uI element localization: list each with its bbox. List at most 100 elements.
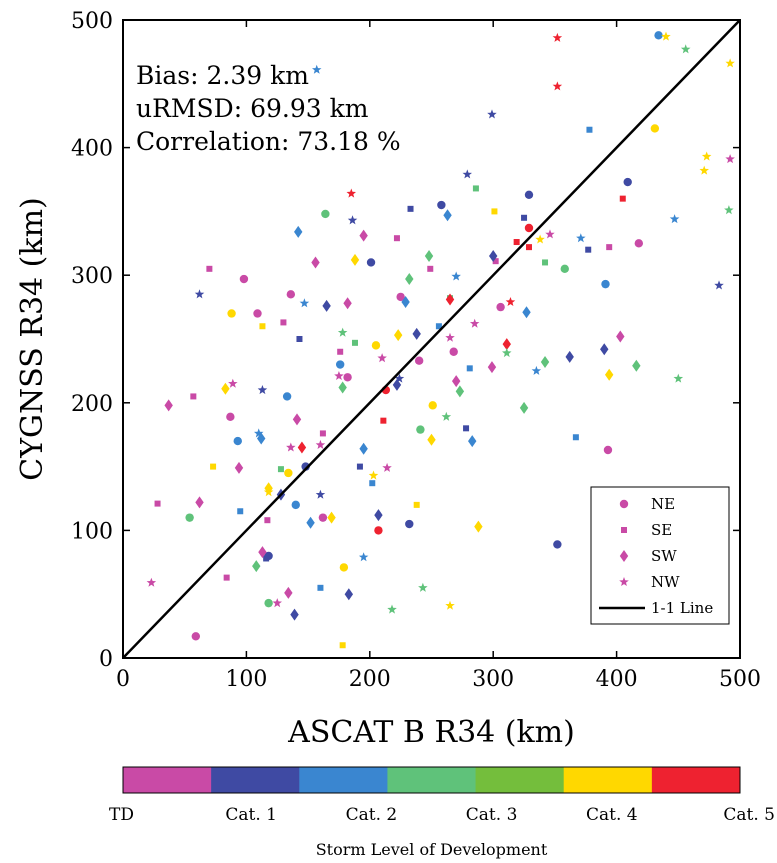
data-point-sw-cat4 bbox=[427, 433, 436, 446]
legend-items: NE SE SW NW 1-1 Line bbox=[599, 495, 713, 617]
data-point-sw-td bbox=[195, 496, 204, 509]
data-point-nw-td bbox=[382, 462, 392, 472]
data-point-ne-cat5 bbox=[374, 526, 383, 535]
data-point-se-td bbox=[427, 265, 434, 272]
data-point-nw-cat3 bbox=[673, 373, 684, 383]
data-point-ne-td bbox=[343, 373, 352, 382]
data-point-ne-cat4 bbox=[371, 341, 381, 350]
x-tick-label: 100 bbox=[225, 667, 267, 692]
data-point-sw-cat3 bbox=[632, 359, 641, 372]
data-point-ne-td bbox=[253, 309, 262, 318]
x-axis-title: ASCAT B R34 (km) bbox=[287, 715, 575, 750]
data-point-sw-td bbox=[451, 375, 461, 388]
data-point-se-td bbox=[606, 244, 613, 251]
data-point-ne-cat4 bbox=[650, 124, 660, 133]
data-point-sw-cat1 bbox=[374, 509, 383, 522]
y-tick-label: 300 bbox=[71, 264, 113, 289]
data-point-ne-cat4 bbox=[284, 468, 293, 478]
data-point-nw-td bbox=[725, 154, 735, 164]
colorbar-labels: TD Cat. 1 Cat. 2 Cat. 3 Cat. 4 Cat. 5 bbox=[109, 805, 775, 825]
data-point-se-cat4 bbox=[210, 463, 217, 470]
colorbar-label: Cat. 3 bbox=[466, 805, 518, 825]
data-point-nw-cat1 bbox=[347, 215, 358, 225]
data-point-nw-td bbox=[315, 439, 326, 449]
data-point-sw-cat3 bbox=[405, 273, 414, 286]
data-point-nw-cat3 bbox=[441, 411, 452, 421]
data-point-se-td bbox=[154, 500, 161, 507]
legend-marker-sw bbox=[619, 550, 629, 562]
data-point-sw-td bbox=[359, 229, 368, 242]
colorbar-label: Cat. 4 bbox=[586, 805, 638, 825]
data-point-sw-td bbox=[234, 461, 244, 474]
legend-label: NW bbox=[651, 573, 680, 591]
correlation-stat: Correlation: 73.18 % bbox=[136, 127, 401, 156]
data-point-nw-td bbox=[286, 442, 296, 452]
data-point-nw-cat3 bbox=[502, 348, 512, 358]
data-point-sw-td bbox=[284, 586, 293, 599]
data-point-sw-cat4 bbox=[474, 520, 483, 533]
data-point-nw-td bbox=[469, 318, 480, 328]
data-point-sw-cat2 bbox=[306, 516, 315, 529]
data-point-nw-cat4 bbox=[368, 470, 379, 480]
urmsd-stat: uRMSD: 69.93 km bbox=[136, 94, 369, 123]
y-tick-label: 100 bbox=[71, 519, 113, 544]
data-point-sw-cat1 bbox=[344, 588, 354, 601]
y-axis-title: CYGNSS R34 (km) bbox=[15, 197, 50, 480]
colorbar-segment bbox=[387, 767, 477, 793]
data-point-se-cat2 bbox=[237, 508, 244, 515]
data-point-nw-cat5 bbox=[552, 32, 563, 42]
data-point-ne-cat2 bbox=[601, 279, 610, 289]
legend-label: NE bbox=[651, 495, 675, 513]
data-point-nw-cat3 bbox=[680, 44, 691, 54]
legend: NE SE SW NW 1-1 Line bbox=[590, 486, 730, 625]
legend-marker-nw bbox=[619, 577, 629, 586]
data-points-layer bbox=[146, 31, 735, 649]
data-point-nw-cat1 bbox=[194, 289, 205, 299]
data-point-nw-td bbox=[445, 332, 455, 342]
data-point-ne-cat3 bbox=[560, 264, 569, 274]
data-point-ne-cat2 bbox=[335, 360, 345, 369]
data-point-ne-td bbox=[286, 290, 296, 299]
x-tick-label: 400 bbox=[596, 667, 638, 692]
data-point-sw-cat4 bbox=[221, 382, 230, 395]
data-point-se-td bbox=[337, 348, 344, 355]
data-point-se-cat1 bbox=[463, 425, 470, 432]
data-point-nw-cat5 bbox=[552, 81, 563, 91]
data-point-ne-cat1 bbox=[405, 519, 414, 529]
data-point-sw-cat1 bbox=[290, 608, 299, 621]
data-point-se-td bbox=[492, 258, 499, 265]
data-point-ne-cat3 bbox=[321, 209, 330, 219]
data-point-se-cat2 bbox=[317, 584, 324, 591]
data-point-sw-cat3 bbox=[519, 401, 529, 414]
data-point-ne-cat3 bbox=[416, 425, 425, 434]
data-point-se-cat1 bbox=[263, 555, 270, 562]
data-point-ne-td bbox=[226, 412, 235, 422]
data-point-ne-cat4 bbox=[339, 563, 349, 572]
data-point-sw-cat5 bbox=[297, 441, 307, 454]
data-point-nw-cat2 bbox=[531, 365, 542, 375]
colorbar-label: Cat. 5 bbox=[723, 805, 775, 825]
data-point-nw-cat1 bbox=[315, 489, 326, 499]
data-point-ne-td bbox=[396, 292, 405, 302]
x-tick-label: 0 bbox=[116, 667, 130, 692]
colorbar-label: Cat. 1 bbox=[225, 805, 277, 825]
data-point-sw-td bbox=[164, 399, 173, 412]
colorbar-segments bbox=[123, 767, 741, 793]
data-point-sw-cat3 bbox=[252, 560, 261, 573]
data-point-ne-td bbox=[449, 347, 458, 356]
colorbar-title: Storm Level of Development bbox=[316, 840, 548, 859]
data-point-nw-cat1 bbox=[714, 280, 724, 290]
data-point-se-td bbox=[264, 517, 271, 524]
colorbar-frame bbox=[122, 766, 741, 794]
data-point-sw-cat1 bbox=[392, 378, 402, 391]
plot-frame bbox=[122, 19, 741, 659]
data-point-nw-td bbox=[228, 378, 238, 388]
data-point-nw-cat5 bbox=[505, 297, 516, 306]
data-point-nw-cat4 bbox=[535, 234, 545, 244]
data-point-se-cat5 bbox=[380, 417, 387, 424]
data-point-se-cat2 bbox=[435, 323, 442, 330]
data-point-ne-cat1 bbox=[437, 200, 446, 210]
data-point-sw-cat4 bbox=[604, 368, 614, 381]
data-point-se-cat3 bbox=[542, 259, 549, 266]
